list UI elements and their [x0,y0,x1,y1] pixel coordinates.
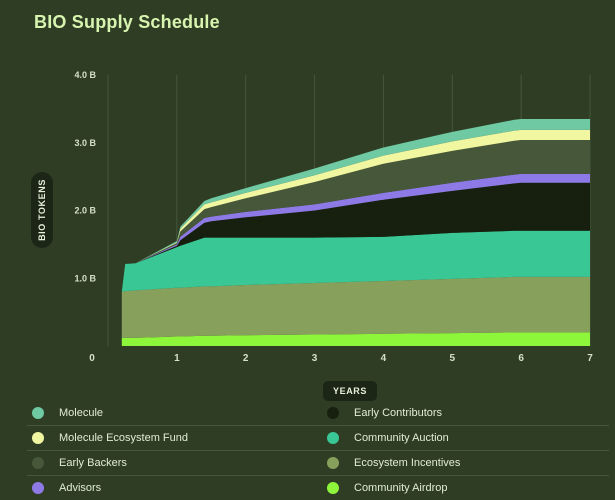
x-tick-label: 2 [243,353,249,364]
legend-label: Molecule [59,407,104,419]
y-axis-label: BIO TOKENS [37,179,47,241]
x-tick-label: 0 [89,353,95,364]
legend-item: Molecule Ecosystem Fund [27,426,322,451]
area-community-auction [121,230,591,292]
legend-item: Ecosystem Incentives [322,451,609,476]
area-early-contributors [121,182,591,292]
x-tick-label: 4 [381,353,387,364]
x-tick-label: 5 [450,353,456,364]
legend-swatch [327,407,339,419]
x-tick-label: 6 [518,353,524,364]
x-tick-labels: 0 1 2 3 4 5 6 7 [89,353,593,364]
y-tick-label: 1.0 B [74,273,96,283]
legend-label: Community Airdrop [354,482,448,494]
y-tick-label: 4.0 B [74,70,96,80]
legend-label: Early Contributors [354,407,443,419]
legend-swatch [327,432,339,444]
area-ecosystem-incentives [121,276,591,338]
legend-swatch [32,457,44,469]
legend-item: Early Contributors [322,401,609,426]
legend: Molecule Early Contributors Molecule Ecosy… [27,401,609,500]
x-tick-label: 3 [312,353,318,364]
legend-label: Early Backers [59,457,127,469]
legend-item: Early Backers [27,451,322,476]
stacked-areas [121,119,591,346]
legend-label: Ecosystem Incentives [354,457,461,469]
legend-item: Molecule [27,401,322,426]
legend-item: Community Auction [322,426,609,451]
legend-label: Molecule Ecosystem Fund [59,432,188,444]
x-tick-label: 1 [174,353,180,364]
legend-label: Community Auction [354,432,449,444]
legend-swatch [327,457,339,469]
chart-svg: 1.0 B 2.0 B 3.0 B 4.0 B 0 1 2 3 4 5 6 7 [74,70,593,364]
legend-swatch [32,432,44,444]
chart-title: BIO Supply Schedule [34,12,220,32]
area-early-backers [121,140,591,292]
legend-item: Community Airdrop [322,476,609,500]
x-axis-label: YEARS [323,381,377,401]
legend-label: Advisors [59,482,102,494]
x-tick-label: 7 [587,353,593,364]
legend-swatch [32,407,44,419]
y-tick-label: 2.0 B [74,206,96,216]
legend-item: Advisors [27,476,322,500]
legend-swatch [32,482,44,494]
y-tick-labels: 1.0 B 2.0 B 3.0 B 4.0 B [74,70,96,283]
y-axis-label-pill [31,172,53,248]
area-community-airdrop [121,332,591,346]
legend-swatch [327,482,339,494]
y-tick-label: 3.0 B [74,138,96,148]
